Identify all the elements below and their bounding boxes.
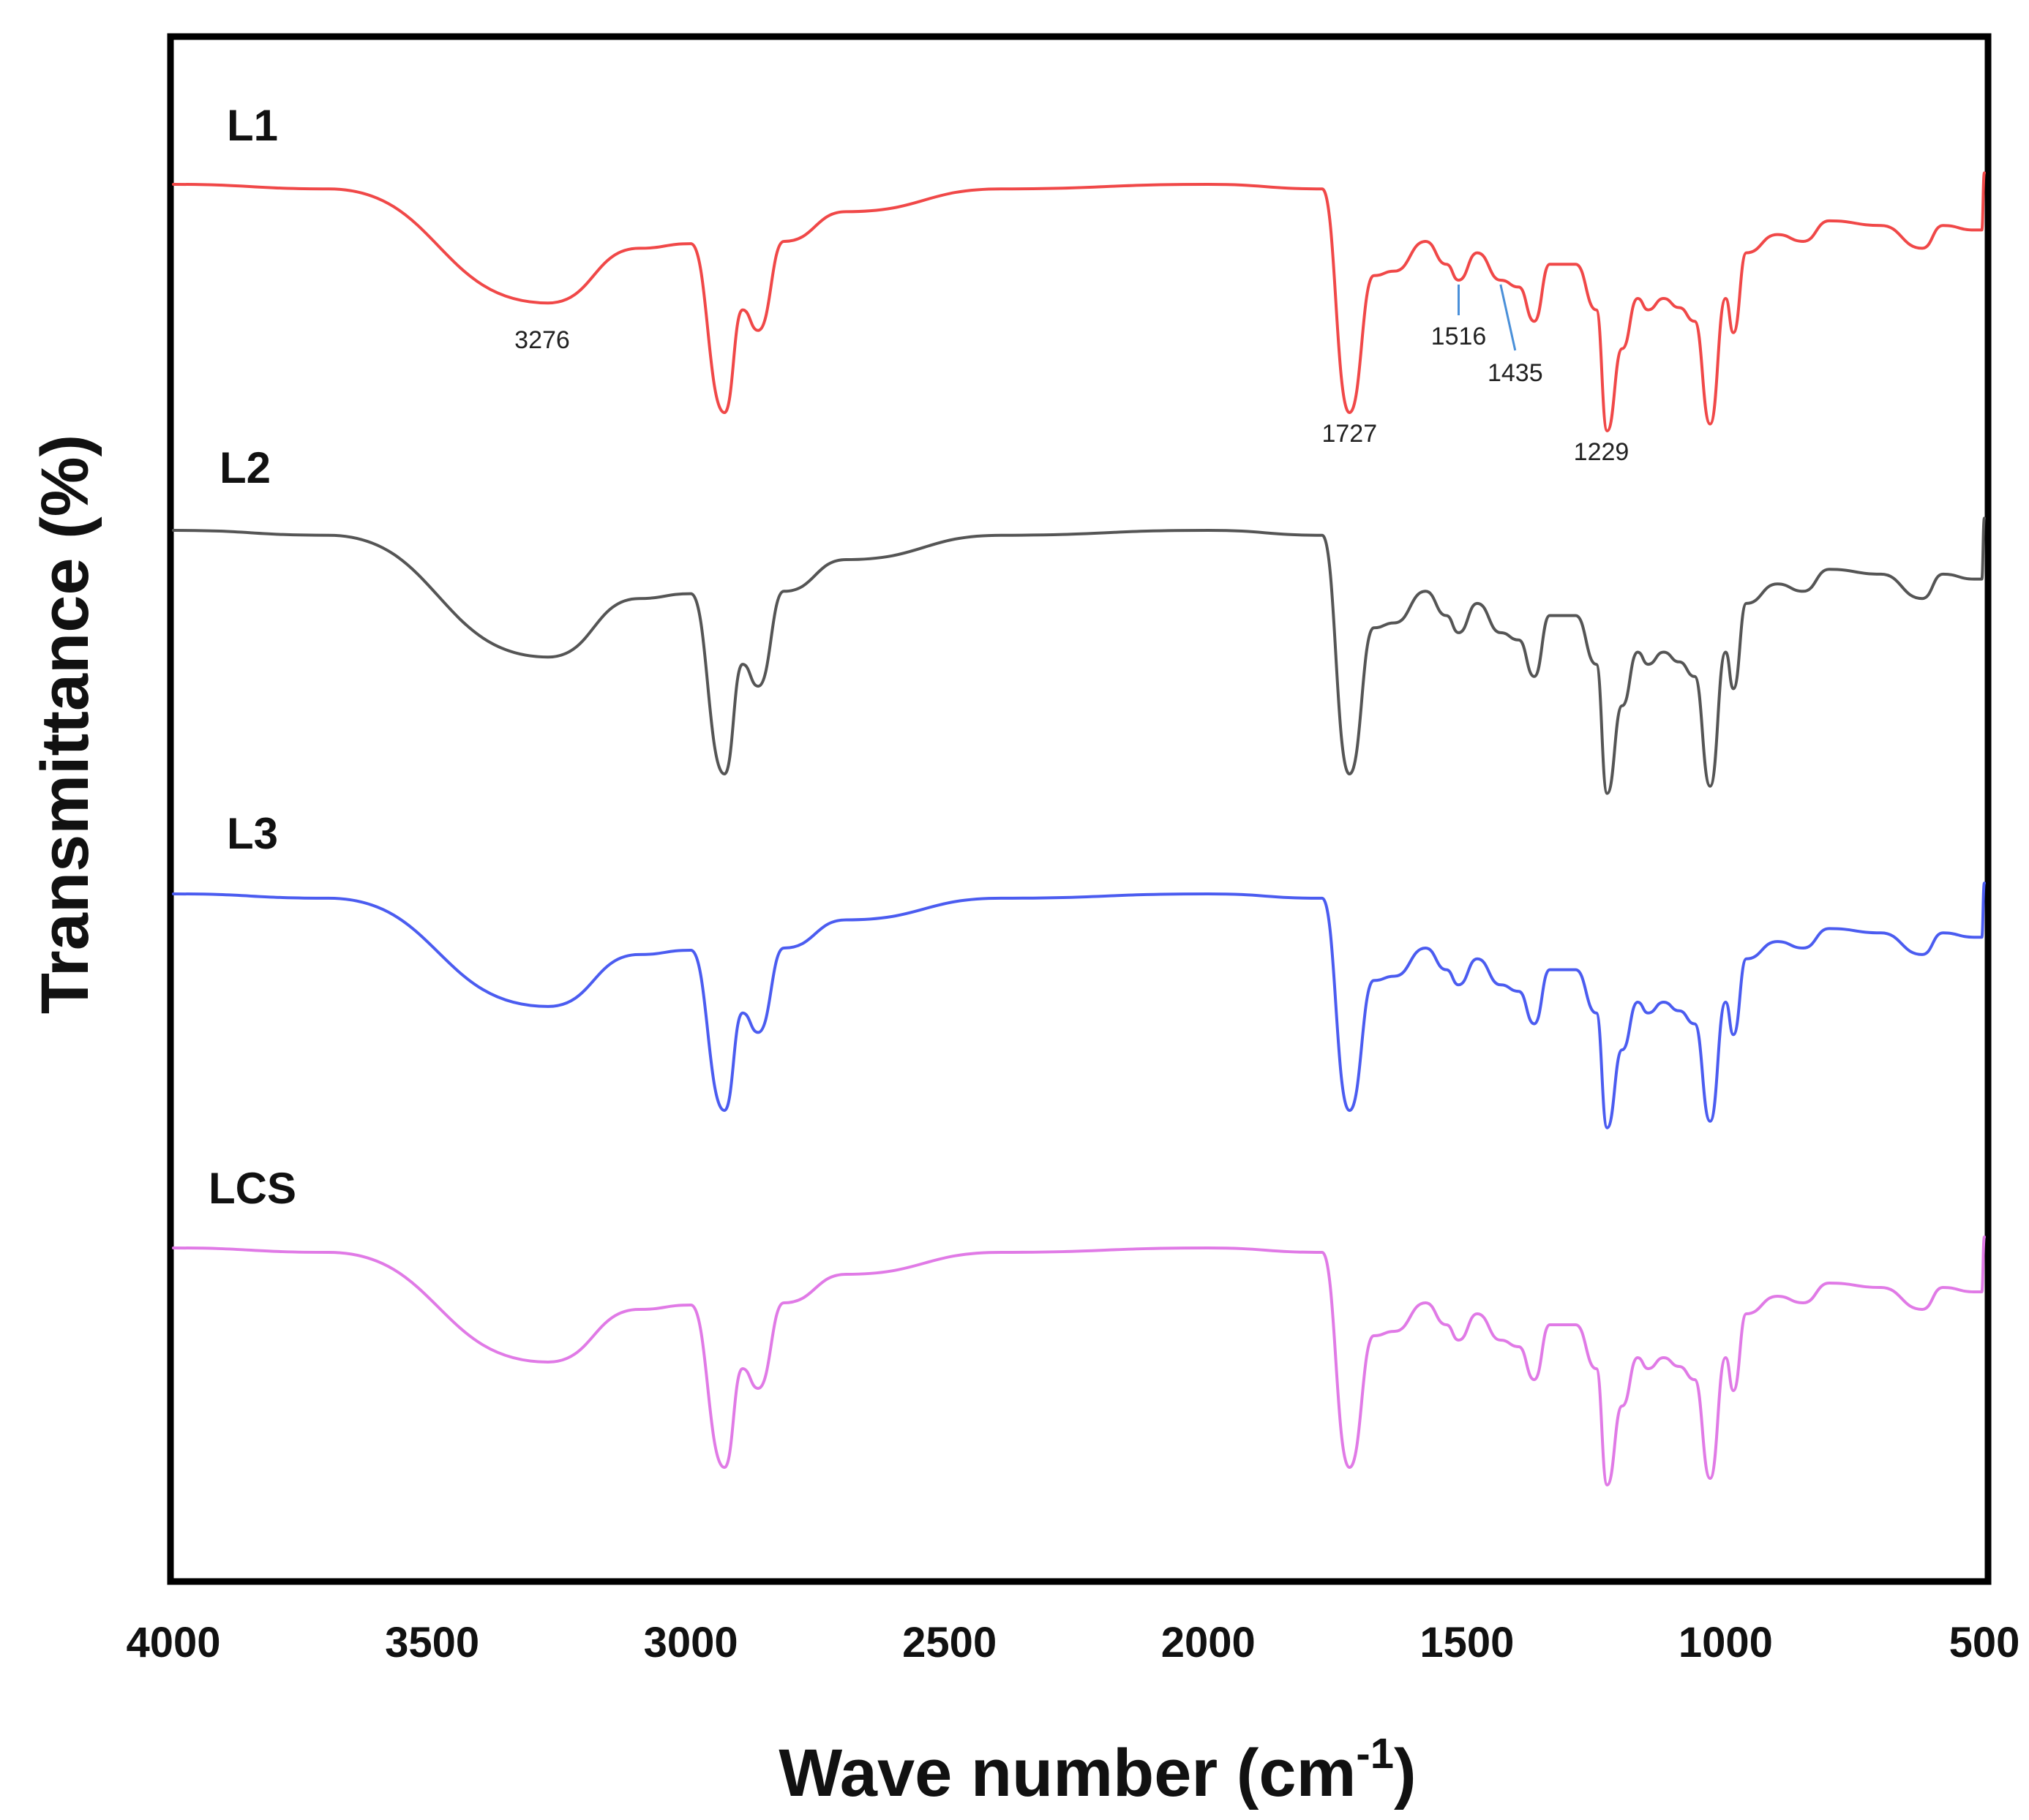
- series-label-l2: L2: [220, 443, 271, 492]
- x-tick-label-2000: 2000: [1161, 1619, 1256, 1666]
- series-label-l3: L3: [227, 809, 278, 858]
- series-layer: L1 L2 L3 LCS: [172, 101, 1986, 1486]
- series-line-l3: [172, 881, 1986, 1129]
- x-axis-title-main: Wave number (cm: [779, 1736, 1356, 1810]
- x-tick-label-500: 500: [1949, 1619, 2020, 1666]
- x-tick-label-3500: 3500: [385, 1619, 479, 1666]
- series-line-l2: [172, 516, 1986, 795]
- x-tick-label-3000: 3000: [644, 1619, 738, 1666]
- plot-frame: [167, 33, 1992, 1585]
- x-axis-title-close: ): [1394, 1736, 1417, 1810]
- x-tick-label-1000: 1000: [1679, 1619, 1773, 1666]
- x-tick-label-4000: 4000: [126, 1619, 220, 1666]
- y-axis-title: Transmittance (%): [28, 435, 102, 1014]
- annotation-1229: 1229: [1574, 438, 1629, 466]
- annotation-3276: 3276: [514, 326, 570, 354]
- annotation-1435: 1435: [1488, 359, 1543, 387]
- series-label-l1: L1: [227, 101, 278, 150]
- series-line-lcs: [172, 1236, 1986, 1486]
- x-axis-title: Wave number (cm-1): [779, 1730, 1416, 1810]
- x-tick-layer: 4000 3500 3000 2500 2000 1500 1000 500: [126, 1619, 2019, 1666]
- series-label-lcs: LCS: [209, 1164, 296, 1213]
- annotation-1516: 1516: [1431, 323, 1487, 350]
- series-line-l1: [172, 171, 1986, 432]
- x-tick-label-1500: 1500: [1419, 1619, 1514, 1666]
- annotation-1727: 1727: [1321, 420, 1377, 448]
- x-axis-title-superscript: -1: [1356, 1730, 1394, 1778]
- x-tick-label-2500: 2500: [902, 1619, 997, 1666]
- annotation-leader-1435: [1499, 284, 1517, 351]
